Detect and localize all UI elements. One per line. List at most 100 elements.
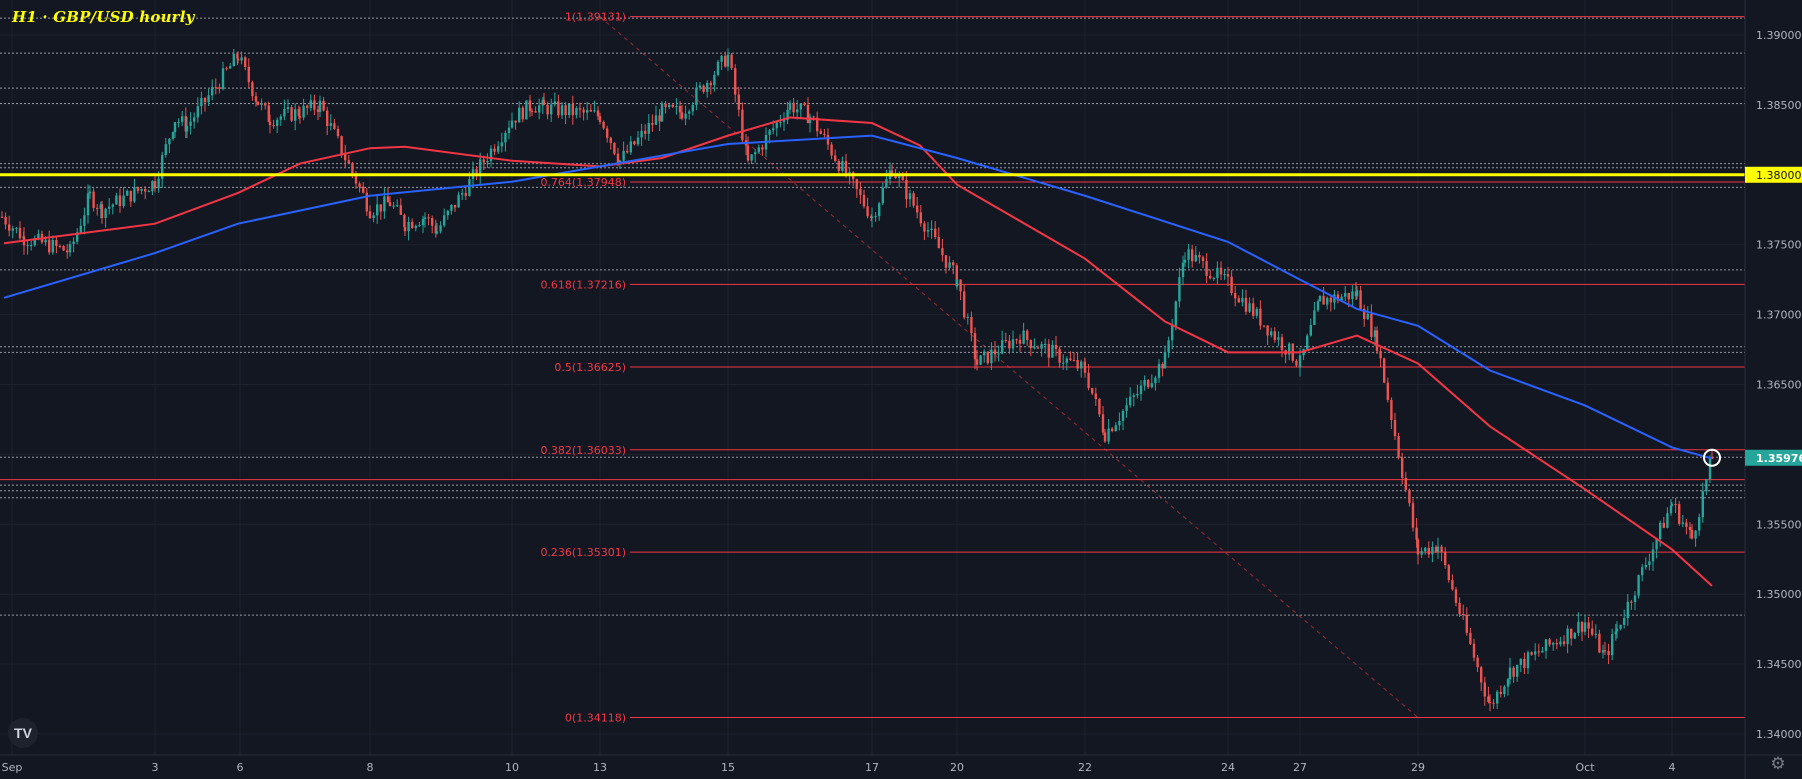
gear-icon[interactable]: ⚙ bbox=[1770, 754, 1786, 774]
candle-body bbox=[1447, 565, 1450, 581]
key-level-badge-label: 1.38000 bbox=[1756, 169, 1802, 182]
price-tick-label: 1.34000 bbox=[1756, 728, 1802, 741]
candle-body bbox=[1018, 340, 1022, 344]
candle-body bbox=[164, 144, 167, 156]
candle-body bbox=[1508, 667, 1512, 680]
candle-body bbox=[1191, 249, 1194, 262]
candle-body bbox=[66, 250, 69, 253]
candle-body bbox=[1161, 363, 1164, 369]
candle-body bbox=[236, 58, 240, 61]
candle-body bbox=[970, 316, 973, 334]
candle-body bbox=[1462, 613, 1465, 615]
candle-body bbox=[111, 204, 114, 207]
candle-body bbox=[1198, 255, 1201, 258]
candle-body bbox=[431, 218, 434, 226]
candle-body bbox=[173, 122, 177, 133]
candle-body bbox=[62, 246, 65, 251]
candle-body bbox=[386, 196, 390, 203]
price-tick-label: 1.34500 bbox=[1756, 658, 1802, 671]
candle-body bbox=[1644, 564, 1647, 568]
candle-body bbox=[140, 189, 143, 191]
price-badges: 1.38000 1.35976 bbox=[1745, 166, 1802, 466]
fibonacci-retracement[interactable]: 1(1.39131) 0.764(1.37948) 0.618(1.37216) 0.… bbox=[540, 11, 1745, 725]
candle-body bbox=[684, 113, 687, 119]
candle-body bbox=[260, 103, 263, 105]
candle-body bbox=[115, 195, 118, 205]
candle-body bbox=[407, 221, 410, 232]
candle-body bbox=[1601, 650, 1605, 653]
candle-body bbox=[358, 183, 361, 187]
candle-body bbox=[1072, 359, 1076, 361]
candle-body bbox=[1011, 339, 1015, 349]
candle-body bbox=[1306, 335, 1309, 349]
candle-body bbox=[626, 150, 629, 153]
candle-body bbox=[1194, 255, 1197, 262]
candle-body bbox=[919, 212, 922, 224]
price-axis[interactable] bbox=[1745, 0, 1802, 779]
candle-body bbox=[602, 121, 605, 129]
candle-body bbox=[1705, 479, 1708, 492]
candle-body bbox=[754, 152, 757, 155]
candle-body bbox=[392, 205, 395, 207]
candle-body bbox=[1026, 330, 1029, 341]
candle-body bbox=[564, 105, 567, 116]
candle-body bbox=[1580, 621, 1584, 632]
candle-body bbox=[1008, 340, 1011, 349]
candle-body bbox=[568, 103, 571, 116]
candle-body bbox=[1237, 298, 1240, 303]
candle-body bbox=[1366, 314, 1369, 320]
candle-body bbox=[1098, 398, 1101, 415]
time-axis[interactable] bbox=[0, 755, 1745, 779]
candle-body bbox=[862, 194, 866, 207]
candle-body bbox=[1040, 344, 1043, 349]
sma-red-line[interactable] bbox=[3, 116, 1713, 587]
candle-body bbox=[695, 87, 698, 106]
candle-body bbox=[1054, 344, 1058, 349]
candle-body bbox=[434, 225, 437, 234]
candle-body bbox=[1091, 387, 1094, 394]
candle-body bbox=[48, 239, 51, 253]
candle-body bbox=[1623, 618, 1626, 625]
candle-body bbox=[268, 121, 272, 126]
candle-body bbox=[1685, 522, 1688, 527]
sma-blue-line[interactable] bbox=[3, 134, 1713, 460]
candle-body bbox=[1080, 361, 1083, 369]
candle-body bbox=[8, 224, 11, 231]
candle-body bbox=[1171, 325, 1174, 341]
candle-body bbox=[200, 97, 203, 107]
candle-body bbox=[1701, 491, 1704, 518]
candle-body bbox=[203, 97, 207, 103]
candle-body bbox=[1379, 350, 1382, 359]
candle-body bbox=[1051, 344, 1054, 358]
candle-body bbox=[1322, 295, 1325, 305]
candle-body bbox=[806, 104, 810, 124]
candle-body bbox=[613, 142, 616, 154]
candle-body bbox=[1241, 297, 1244, 303]
candle-body bbox=[1487, 696, 1490, 702]
candle-body bbox=[290, 107, 293, 121]
candle-body bbox=[963, 291, 966, 318]
candle-body bbox=[1562, 641, 1566, 645]
candle-body bbox=[618, 160, 622, 164]
price-tick-label: 1.35000 bbox=[1756, 588, 1802, 601]
candle-body bbox=[446, 210, 449, 216]
candle-body bbox=[1139, 385, 1143, 394]
candle-body bbox=[96, 207, 99, 209]
candle-body bbox=[396, 205, 399, 207]
candle-body bbox=[678, 106, 682, 113]
last-price-badge-label: 1.35976 bbox=[1756, 452, 1802, 465]
candle-body bbox=[1373, 330, 1377, 337]
candle-body bbox=[534, 111, 537, 113]
candle-body bbox=[782, 119, 786, 122]
candle-body bbox=[497, 146, 500, 152]
candle-body bbox=[1262, 325, 1266, 327]
candle-body bbox=[1259, 308, 1262, 326]
time-tick-label: 13 bbox=[593, 761, 607, 774]
tradingview-logo-icon[interactable]: TV bbox=[8, 718, 38, 748]
candle-body bbox=[796, 109, 799, 113]
candle-body bbox=[1344, 293, 1347, 297]
candle-body bbox=[1029, 340, 1032, 348]
candle-body bbox=[279, 116, 282, 120]
candle-body bbox=[493, 148, 496, 152]
